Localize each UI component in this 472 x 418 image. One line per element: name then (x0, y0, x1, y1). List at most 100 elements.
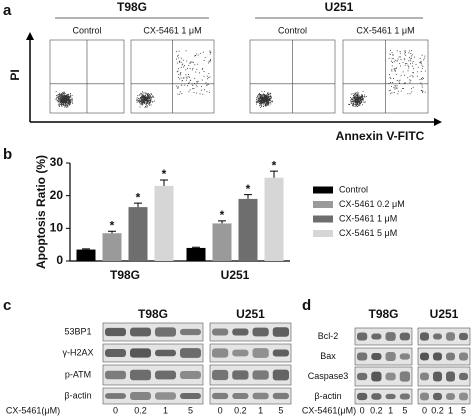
event-dot (66, 101, 68, 103)
event-dot (58, 96, 60, 98)
blot-band (459, 372, 468, 381)
event-dot (268, 103, 269, 105)
event-dot (195, 53, 197, 55)
event-dot (186, 77, 188, 79)
event-dot (268, 101, 270, 103)
event-dot (392, 58, 394, 60)
row-label: β-actin (64, 390, 91, 400)
event-dot (351, 98, 353, 100)
event-dot (146, 96, 148, 98)
event-dot (63, 94, 65, 96)
blot-band (252, 370, 269, 380)
event-dot (197, 63, 199, 65)
event-dot (67, 99, 68, 101)
event-dot (61, 102, 63, 104)
significance-mark: * (220, 208, 225, 222)
event-dot (407, 93, 409, 95)
event-dot (149, 100, 151, 102)
event-dot (58, 101, 59, 102)
blot-strip (102, 387, 204, 405)
event-dot (424, 55, 426, 57)
event-dot (136, 100, 138, 102)
event-dot (355, 94, 357, 96)
event-dot (362, 96, 364, 98)
event-dot (421, 54, 423, 56)
blot-band (105, 393, 126, 399)
event-dot (354, 92, 356, 94)
event-dot (357, 93, 358, 95)
error-bar (108, 230, 116, 234)
event-dot (362, 98, 363, 100)
event-dot (58, 104, 59, 106)
event-dot (190, 61, 192, 63)
event-dot (59, 98, 61, 100)
event-dot (140, 102, 142, 104)
event-dot (63, 92, 65, 94)
event-dot (64, 102, 65, 104)
event-dot (391, 92, 393, 94)
event-dot (66, 104, 67, 106)
event-dot (409, 81, 411, 83)
event-dot (359, 101, 360, 103)
event-dot (266, 100, 268, 101)
error-bar (192, 246, 200, 248)
event-dot (66, 94, 68, 96)
event-dot (193, 92, 195, 93)
event-dot (149, 102, 151, 103)
event-dot (259, 100, 261, 102)
event-dot (196, 68, 198, 70)
event-dot (185, 74, 187, 76)
event-dot (394, 68, 396, 70)
y-axis-label: Apoptosis Ratio (%) (34, 155, 48, 269)
blot-band (385, 332, 396, 341)
event-dot (417, 66, 419, 68)
event-dot (137, 101, 139, 102)
blot-band (371, 371, 382, 382)
event-dot (407, 77, 409, 79)
event-dot (144, 96, 145, 98)
event-dot (143, 101, 145, 102)
event-dot (399, 52, 401, 54)
event-dot (257, 101, 259, 103)
event-dot (394, 69, 396, 71)
event-dot (262, 99, 264, 101)
event-dot (257, 95, 258, 97)
bar (102, 233, 122, 261)
event-dot (142, 96, 144, 98)
event-dot (140, 101, 142, 103)
event-dot (359, 102, 361, 104)
event-dot (270, 96, 271, 98)
event-dot (67, 106, 69, 108)
event-dot (261, 105, 263, 107)
row-label: Bax (320, 351, 336, 361)
event-dot (154, 100, 155, 102)
event-dot (63, 104, 65, 106)
event-dot (199, 93, 201, 95)
event-dot (261, 103, 263, 105)
event-dot (138, 97, 139, 99)
event-dot (185, 76, 187, 78)
y-tick-label: 0 (56, 253, 63, 267)
event-dot (188, 65, 190, 66)
event-dot (360, 97, 362, 99)
event-dot (147, 93, 148, 95)
event-dot (59, 98, 60, 100)
significance-mark: * (272, 158, 277, 172)
event-dot (268, 99, 270, 101)
event-dot (141, 98, 143, 100)
event-dot (409, 58, 411, 60)
blot-band (399, 393, 410, 400)
event-dot (355, 104, 357, 106)
event-dot (64, 100, 66, 102)
event-dot (59, 99, 61, 101)
event-dot (139, 98, 141, 100)
event-dot (68, 102, 70, 104)
event-dot (195, 55, 196, 56)
event-dot (145, 92, 147, 94)
event-dot (424, 70, 426, 72)
event-dot (58, 104, 60, 106)
event-dot (350, 102, 352, 104)
event-dot (72, 102, 74, 104)
event-dot (61, 100, 62, 102)
event-dot (140, 100, 142, 102)
